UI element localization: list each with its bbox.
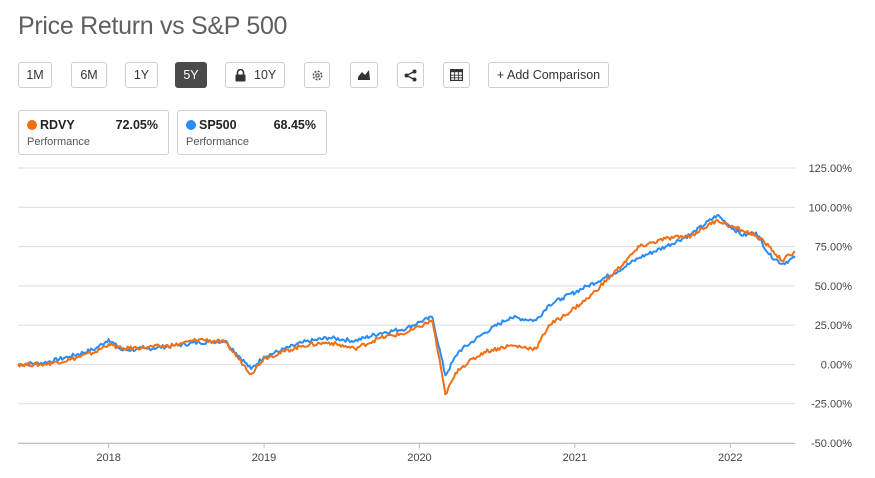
chart-type-button[interactable] — [350, 62, 378, 88]
gear-icon — [311, 69, 324, 82]
y-tick-label: 50.00% — [815, 281, 853, 293]
add-comparison-button[interactable]: + Add Comparison — [488, 62, 609, 88]
legend-card-sp500[interactable]: SP500 68.45% Performance — [177, 110, 327, 155]
range-1m-button[interactable]: 1M — [18, 62, 52, 88]
range-6m-button[interactable]: 6M — [71, 62, 107, 88]
y-tick-label: 25.00% — [815, 320, 853, 332]
y-tick-label: 125.00% — [809, 163, 853, 175]
y-tick-label: 0.00% — [821, 359, 852, 371]
x-tick-label: 2022 — [718, 452, 742, 464]
table-icon — [450, 69, 463, 81]
legend-label: Performance — [186, 136, 249, 148]
sp500-color-dot — [186, 120, 196, 130]
share-button[interactable] — [397, 62, 424, 88]
x-axis: 2018 2019 2020 2021 2022 — [96, 443, 742, 464]
area-chart-icon — [357, 69, 371, 81]
legend-value: 72.05% — [115, 118, 158, 132]
lock-icon — [235, 68, 246, 82]
legend-card-rdvy[interactable]: RDVY 72.05% Performance — [18, 110, 169, 155]
chart-gridlines — [18, 167, 795, 444]
range-1y-button[interactable]: 1Y — [125, 62, 158, 88]
table-button[interactable] — [443, 62, 470, 88]
settings-button[interactable] — [304, 62, 330, 88]
x-tick-label: 2019 — [252, 452, 276, 464]
price-return-chart[interactable]: 125.00% 100.00% 75.00% 50.00% 25.00% 0.00% -25… — [0, 160, 875, 478]
legend-symbol: RDVY — [40, 118, 75, 132]
share-icon — [404, 69, 417, 82]
range-10y-label: 10Y — [254, 68, 277, 82]
y-axis: 125.00% 100.00% 75.00% 50.00% 25.00% 0.00% -25… — [809, 163, 853, 450]
y-tick-label: 100.00% — [809, 202, 853, 214]
legend-label: Performance — [27, 136, 90, 148]
series-line-rdvy — [17, 218, 796, 396]
x-tick-label: 2020 — [407, 452, 431, 464]
x-tick-label: 2018 — [96, 452, 120, 464]
series-line-sp500 — [18, 214, 796, 377]
rdvy-color-dot — [27, 120, 37, 130]
legend-symbol: SP500 — [199, 118, 237, 132]
page-title: Price Return vs S&P 500 — [18, 12, 288, 40]
range-5y-button[interactable]: 5Y — [175, 62, 207, 88]
range-10y-button[interactable]: 10Y — [225, 62, 285, 88]
y-tick-label: -50.00% — [811, 438, 852, 450]
x-tick-label: 2021 — [563, 452, 587, 464]
y-tick-label: -25.00% — [811, 399, 852, 411]
y-tick-label: 75.00% — [815, 242, 853, 254]
chart-series — [17, 214, 796, 396]
legend-value: 68.45% — [273, 118, 316, 132]
